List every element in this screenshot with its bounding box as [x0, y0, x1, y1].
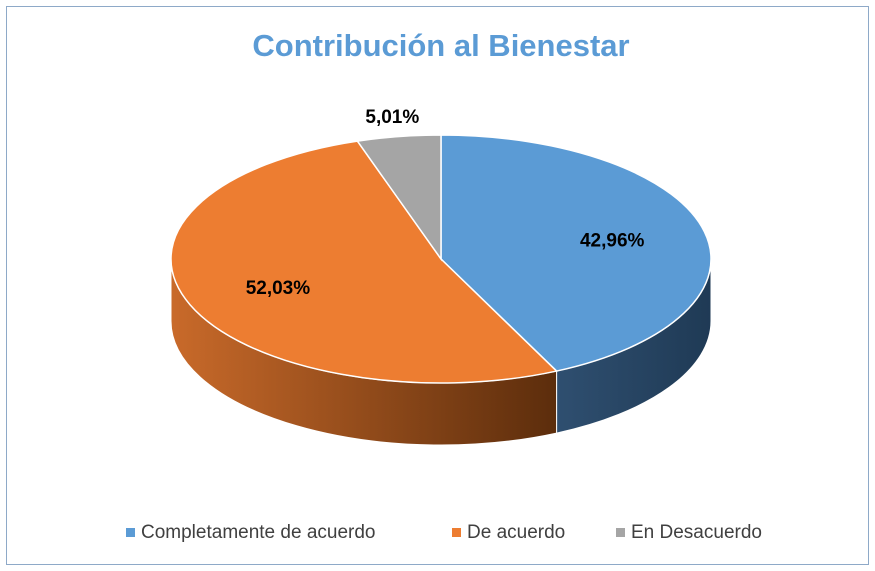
slice: [356, 134, 442, 262]
legend-label: De acuerdo: [467, 522, 565, 543]
slice: [170, 140, 559, 384]
legend-marker: [616, 528, 625, 537]
legend-label: Completamente de acuerdo: [141, 522, 375, 543]
data-label: 5,01%: [365, 107, 419, 128]
data-label: 42,96%: [580, 230, 645, 251]
data-label: 52,03%: [246, 278, 311, 299]
legend-label: En Desacuerdo: [631, 522, 762, 543]
chart-title: Contribución al Bienestar: [252, 28, 629, 63]
legend-marker: [452, 528, 461, 537]
slice: [440, 134, 712, 372]
legend-marker: [126, 528, 135, 537]
